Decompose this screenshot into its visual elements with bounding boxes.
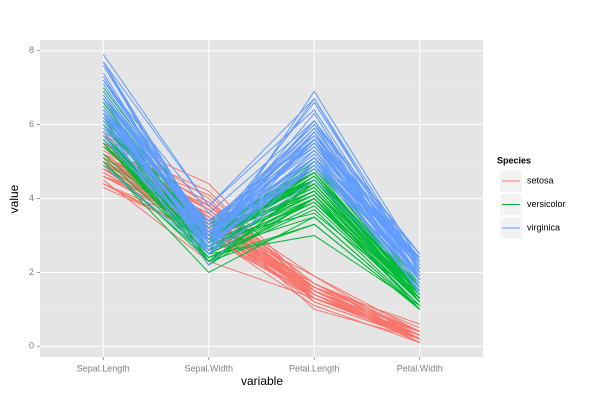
parallel-line xyxy=(102,127,421,281)
y-tick-label: 2 xyxy=(29,267,34,277)
parallel-line xyxy=(102,142,421,299)
x-tick-label: Sepal.Length xyxy=(77,363,130,373)
y-tick-label: 6 xyxy=(29,119,34,129)
parallel-line xyxy=(102,131,421,277)
x-axis-title: variable xyxy=(241,374,283,388)
parallel-line xyxy=(102,164,421,284)
data-lines xyxy=(102,54,421,344)
parallel-line xyxy=(102,98,421,255)
y-axis-title: value xyxy=(7,184,21,213)
parallel-line xyxy=(102,116,421,262)
parallel-line xyxy=(102,142,421,310)
parallel-line xyxy=(102,157,420,307)
parallel-line xyxy=(102,105,421,273)
parallel-line xyxy=(102,124,421,292)
legend-title: Species xyxy=(497,155,531,165)
legend-label: setosa xyxy=(527,175,554,185)
parallel-line xyxy=(102,61,421,273)
axes: 0 2 4 6 8 Sepal.Length Sepal.Width Petal.Length… xyxy=(29,45,443,373)
x-tick-label: Petal.Length xyxy=(289,363,340,373)
parallel-line xyxy=(102,61,421,266)
parallel-line xyxy=(102,98,421,258)
y-tick-label: 0 xyxy=(29,341,34,351)
legend-label: versicolor xyxy=(527,199,566,209)
y-tick-label: 4 xyxy=(29,193,34,203)
legend-label: virginica xyxy=(527,222,560,232)
x-tick-label: Sepal.Width xyxy=(184,363,233,373)
x-tick-label: Petal.Width xyxy=(397,363,443,373)
parallel-line xyxy=(102,109,421,266)
parallel-line xyxy=(102,79,421,255)
parallel-line xyxy=(102,161,421,310)
legend: Species setosa versicolor virginica xyxy=(497,155,566,240)
y-tick-label: 8 xyxy=(29,45,34,55)
